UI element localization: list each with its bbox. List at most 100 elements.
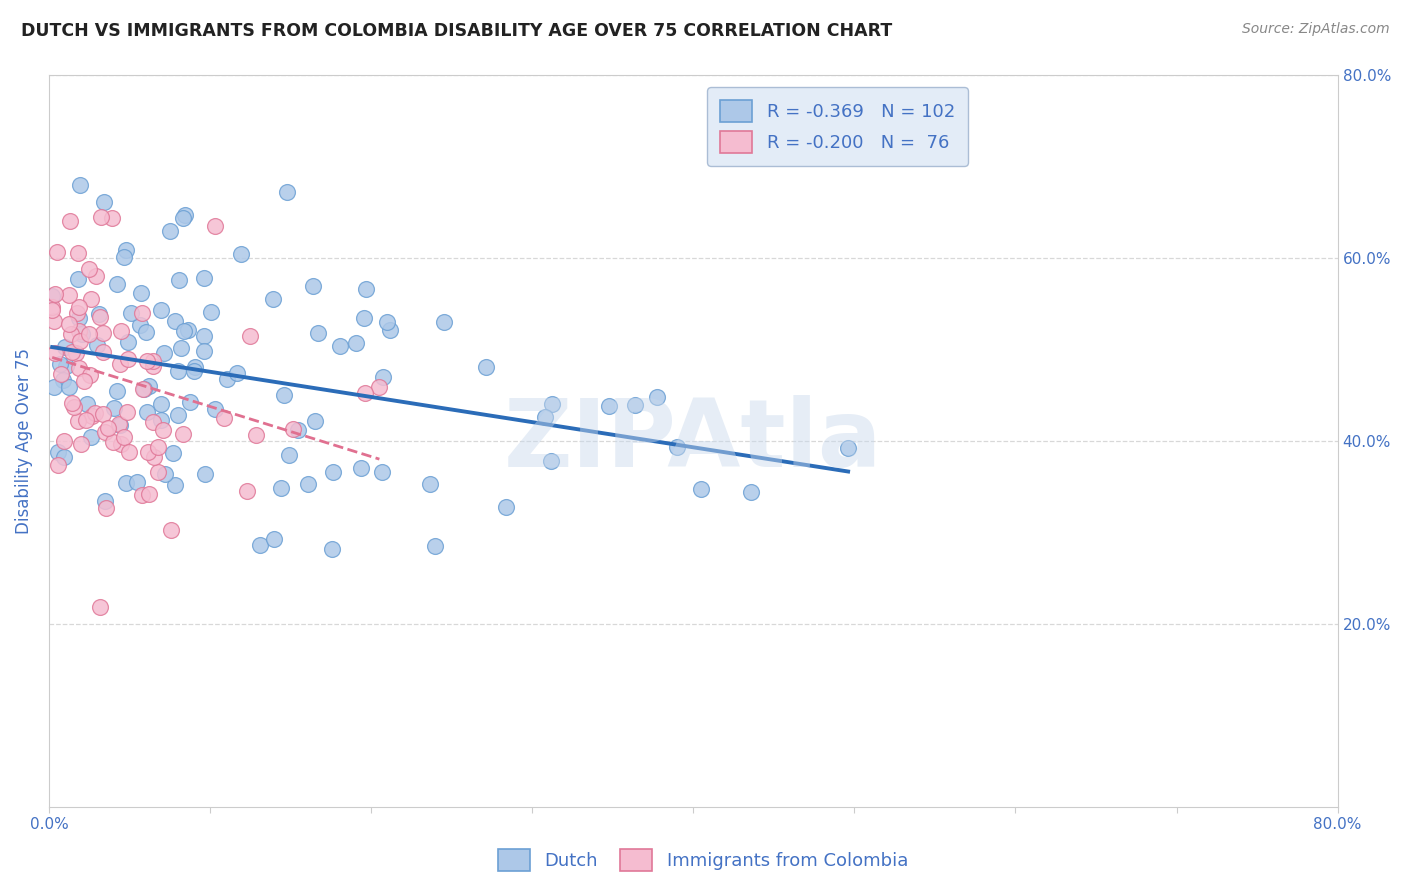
Point <box>135 353 157 368</box>
Point <box>94 494 117 508</box>
Point <box>167 272 190 286</box>
Point <box>541 397 564 411</box>
Point <box>112 251 135 265</box>
Point <box>117 334 139 349</box>
Point <box>239 329 262 343</box>
Point <box>94 425 117 439</box>
Point <box>249 538 271 552</box>
Point <box>58 288 80 302</box>
Point <box>115 476 138 491</box>
Point <box>131 286 153 301</box>
Point <box>67 324 90 338</box>
Point <box>49 367 72 381</box>
Legend: Dutch, Immigrants from Colombia: Dutch, Immigrants from Colombia <box>491 842 915 879</box>
Point <box>66 246 89 260</box>
Point <box>49 357 72 371</box>
Point <box>236 483 259 498</box>
Point <box>177 323 200 337</box>
Point <box>80 292 103 306</box>
Point <box>204 402 226 417</box>
Point <box>70 437 93 451</box>
Point <box>101 211 124 225</box>
Point <box>41 302 63 317</box>
Point <box>170 341 193 355</box>
Point <box>173 324 195 338</box>
Point <box>540 453 562 467</box>
Point <box>837 441 859 455</box>
Point <box>433 315 456 329</box>
Point <box>302 278 325 293</box>
Point <box>94 501 117 516</box>
Point <box>72 327 94 342</box>
Point <box>262 293 284 307</box>
Point <box>193 271 215 285</box>
Point <box>134 383 156 397</box>
Point <box>46 445 69 459</box>
Point <box>55 359 77 374</box>
Point <box>276 185 298 199</box>
Point <box>353 385 375 400</box>
Point <box>79 368 101 383</box>
Point <box>150 413 173 427</box>
Point <box>67 301 90 315</box>
Point <box>44 346 66 360</box>
Point <box>179 394 201 409</box>
Point <box>108 357 131 371</box>
Point <box>73 374 96 388</box>
Point <box>740 484 762 499</box>
Point <box>101 434 124 449</box>
Point <box>89 310 111 324</box>
Point <box>226 366 249 380</box>
Point <box>142 415 165 429</box>
Point <box>91 326 114 340</box>
Point <box>60 345 83 359</box>
Point <box>67 271 90 285</box>
Point <box>86 338 108 352</box>
Point <box>273 388 295 402</box>
Point <box>65 346 87 360</box>
Point <box>108 417 131 432</box>
Point <box>474 359 496 374</box>
Point <box>77 261 100 276</box>
Point <box>149 397 172 411</box>
Point <box>90 211 112 225</box>
Point <box>82 409 104 423</box>
Point <box>167 363 190 377</box>
Point <box>215 372 238 386</box>
Point <box>329 339 352 353</box>
Point <box>534 409 557 424</box>
Point <box>153 345 176 359</box>
Point <box>321 541 343 556</box>
Point <box>183 360 205 375</box>
Point <box>353 311 375 326</box>
Point <box>69 178 91 193</box>
Point <box>41 289 63 303</box>
Point <box>46 244 69 259</box>
Point <box>52 373 75 387</box>
Point <box>371 370 394 384</box>
Point <box>159 523 181 537</box>
Point <box>136 445 159 459</box>
Point <box>270 481 292 495</box>
Point <box>77 327 100 342</box>
Point <box>141 354 163 368</box>
Point <box>287 423 309 437</box>
Point <box>142 450 165 464</box>
Point <box>307 326 329 341</box>
Point <box>166 408 188 422</box>
Point <box>281 422 304 436</box>
Point <box>131 487 153 501</box>
Point <box>84 406 107 420</box>
Point <box>120 306 142 320</box>
Point <box>60 396 83 410</box>
Point <box>322 465 344 479</box>
Point <box>172 426 194 441</box>
Point <box>93 195 115 210</box>
Point <box>212 410 235 425</box>
Point <box>91 345 114 359</box>
Point <box>112 430 135 444</box>
Point <box>107 417 129 431</box>
Point <box>297 476 319 491</box>
Point <box>378 323 401 337</box>
Point <box>204 219 226 233</box>
